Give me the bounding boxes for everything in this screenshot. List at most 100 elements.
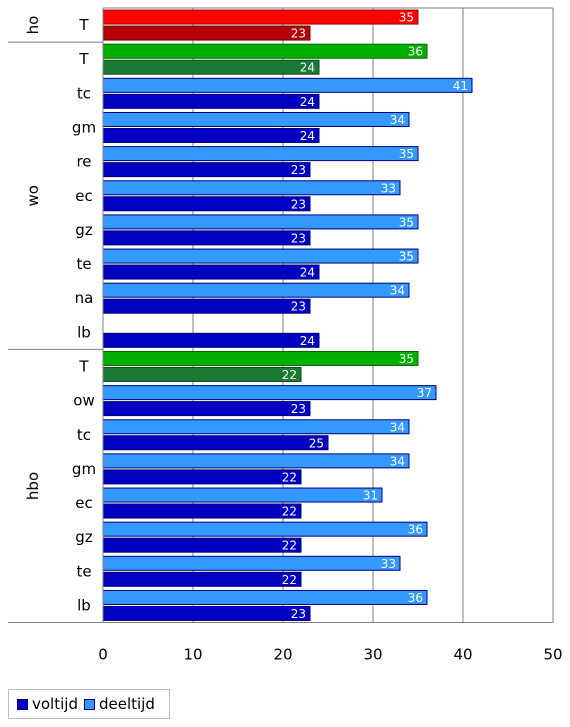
bar-deeltijd-wo-re [102, 146, 419, 162]
bar-voltijd-wo-T [102, 59, 320, 75]
legend-swatch-deeltijd [83, 698, 95, 710]
bar-deeltijd-wo-ec [102, 180, 401, 196]
bar-deeltijd-wo-gm [102, 111, 410, 127]
bar-deeltijd-ho-T [102, 9, 419, 25]
data-label-voltijd-ho-T: 23 [291, 27, 306, 41]
data-label-voltijd-hbo-te: 22 [282, 573, 297, 587]
group-label-ho: ho [24, 16, 42, 35]
data-label-deeltijd-hbo-te: 33 [381, 557, 396, 571]
data-label-deeltijd-hbo-ec: 31 [363, 489, 378, 503]
data-label-voltijd-wo-ec: 23 [291, 197, 306, 211]
category-label-wo-gm: gm [72, 118, 96, 136]
category-label-wo-te: te [76, 255, 91, 273]
category-label-hbo-gz: gz [75, 528, 93, 546]
data-label-voltijd-hbo-tc: 25 [309, 436, 324, 450]
category-label-hbo-tc: tc [77, 426, 91, 444]
data-label-deeltijd-wo-re: 35 [399, 147, 414, 161]
category-label-wo-tc: tc [77, 84, 91, 102]
data-label-deeltijd-wo-gz: 35 [399, 215, 414, 229]
data-label-deeltijd-ho-T: 35 [399, 11, 414, 25]
bar-voltijd-hbo-T [102, 366, 302, 382]
bar-voltijd-wo-tc [102, 93, 320, 109]
data-label-deeltijd-wo-ec: 33 [381, 181, 396, 195]
bar-deeltijd-wo-te [102, 248, 419, 264]
bar-voltijd-wo-te [102, 264, 320, 280]
x-tick-label-0: 0 [98, 646, 108, 664]
data-label-deeltijd-wo-gm: 34 [390, 113, 405, 127]
category-label-hbo-te: te [76, 562, 91, 580]
bar-voltijd-ho-T [102, 25, 311, 41]
x-tick-label-20: 20 [273, 646, 292, 664]
data-label-voltijd-hbo-T: 22 [282, 368, 297, 382]
data-label-deeltijd-hbo-gm: 34 [390, 454, 405, 468]
bar-voltijd-wo-re [102, 162, 311, 178]
x-tick-label-40: 40 [453, 646, 472, 664]
legend-item-deeltijd: deeltijd [83, 695, 155, 713]
category-label-ho-T: T [78, 16, 89, 34]
legend-swatch-voltijd [17, 698, 28, 710]
bar-voltijd-hbo-ec [102, 503, 302, 519]
bar-voltijd-hbo-gm [102, 469, 302, 485]
data-label-voltijd-wo-te: 24 [300, 266, 315, 280]
bar-voltijd-hbo-te [102, 571, 302, 587]
bar-deeltijd-wo-tc [102, 77, 473, 93]
category-label-wo-gz: gz [75, 221, 93, 239]
bar-voltijd-wo-na [102, 298, 311, 314]
data-label-voltijd-wo-re: 23 [291, 163, 306, 177]
bar-deeltijd-hbo-te [102, 555, 401, 571]
data-label-voltijd-hbo-gz: 22 [282, 539, 297, 553]
bar-deeltijd-hbo-lb [102, 589, 428, 605]
bar-voltijd-hbo-gz [102, 537, 302, 553]
data-label-deeltijd-hbo-lb: 36 [408, 591, 423, 605]
category-label-wo-re: re [76, 153, 91, 171]
data-label-voltijd-wo-na: 23 [291, 300, 306, 314]
data-label-voltijd-hbo-ow: 23 [291, 402, 306, 416]
bar-voltijd-hbo-lb [102, 605, 311, 621]
legend-label-deeltijd: deeltijd [98, 695, 155, 713]
category-label-wo-ec: ec [75, 187, 92, 205]
data-label-deeltijd-wo-T: 36 [408, 45, 423, 59]
bar-deeltijd-hbo-gm [102, 453, 410, 469]
data-label-deeltijd-hbo-gz: 36 [408, 523, 423, 537]
data-label-voltijd-hbo-lb: 23 [291, 607, 306, 621]
data-label-voltijd-wo-T: 24 [300, 61, 315, 75]
group-label-wo: wo [24, 185, 42, 206]
bar-voltijd-wo-ec [102, 196, 311, 212]
bar-deeltijd-hbo-gz [102, 521, 428, 537]
category-label-wo-T: T [78, 50, 89, 68]
bar-chart: 35 23 Tho 36 24 T 41 24 tc 34 24 gm 35 23 re 33 23 ec 35 23… [8, 7, 563, 664]
category-label-hbo-ec: ec [75, 494, 92, 512]
bar-deeltijd-hbo-ec [102, 487, 383, 503]
legend-label-voltijd: voltijd [32, 695, 78, 713]
bar-deeltijd-wo-gz [102, 214, 419, 230]
data-label-deeltijd-hbo-ow: 37 [417, 386, 432, 400]
data-label-voltijd-wo-lb: 24 [300, 334, 315, 348]
category-label-wo-na: na [75, 289, 94, 307]
data-label-deeltijd-wo-tc: 41 [453, 79, 468, 93]
data-label-voltijd-hbo-ec: 22 [282, 505, 297, 519]
bar-voltijd-wo-lb [102, 332, 320, 348]
x-tick-label-30: 30 [363, 646, 382, 664]
data-label-deeltijd-wo-te: 35 [399, 250, 414, 264]
x-tick-label-50: 50 [543, 646, 562, 664]
data-label-voltijd-wo-gm: 24 [300, 129, 315, 143]
category-label-hbo-gm: gm [72, 460, 96, 478]
category-label-wo-lb: lb [77, 323, 91, 341]
bar-deeltijd-hbo-ow [102, 385, 437, 401]
data-label-deeltijd-hbo-T: 35 [399, 352, 414, 366]
data-label-deeltijd-hbo-tc: 34 [390, 420, 405, 434]
x-tick-label-10: 10 [183, 646, 202, 664]
category-label-hbo-ow: ow [73, 392, 94, 410]
category-label-hbo-T: T [78, 357, 89, 375]
data-label-voltijd-wo-tc: 24 [300, 95, 315, 109]
data-label-deeltijd-wo-na: 34 [390, 284, 405, 298]
bar-deeltijd-wo-na [102, 282, 410, 298]
bar-deeltijd-hbo-T [102, 350, 419, 366]
data-label-voltijd-hbo-gm: 22 [282, 470, 297, 484]
bar-voltijd-wo-gm [102, 127, 320, 143]
group-label-hbo: hbo [24, 472, 42, 500]
bar-voltijd-wo-gz [102, 230, 311, 246]
legend: voltijd deeltijd [8, 689, 170, 719]
bar-deeltijd-wo-T [102, 43, 428, 59]
category-label-hbo-lb: lb [77, 596, 91, 614]
